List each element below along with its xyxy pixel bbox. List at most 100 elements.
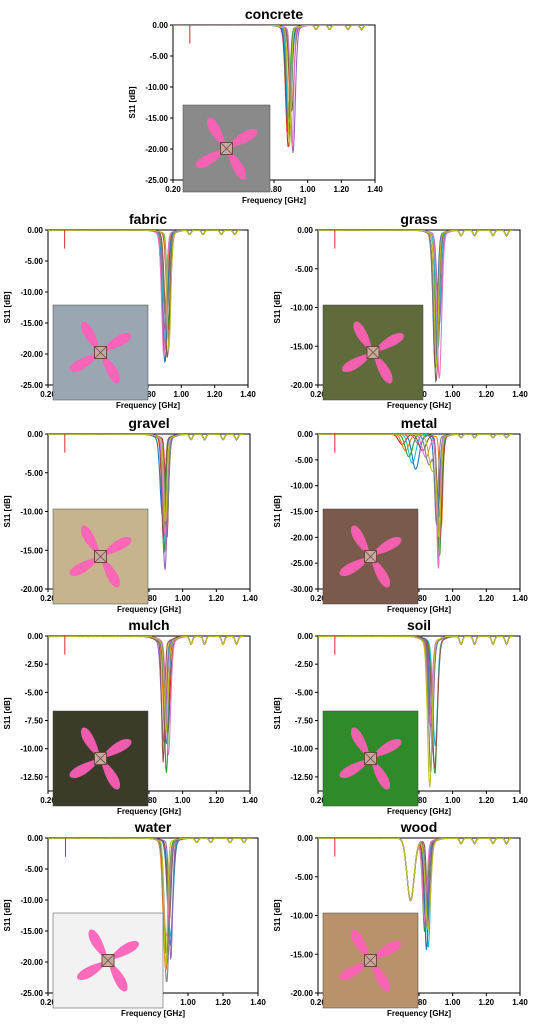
x-tick-label: 1.00 <box>445 998 461 1007</box>
chart-panel-fabric: fabric0.00-5.00-10.00-15.00-20.00-25.000… <box>3 211 256 410</box>
inset-photo <box>52 912 164 1009</box>
x-tick-label: 0.20 <box>310 796 326 805</box>
tag-petal <box>226 148 247 180</box>
series-line <box>48 838 251 970</box>
series-line <box>318 838 514 927</box>
x-tick-label: 0.80 <box>411 998 427 1007</box>
y-tick-label: 0.00 <box>297 430 313 439</box>
series-line <box>173 25 369 116</box>
x-tick-label: 1.40 <box>512 998 528 1007</box>
series-group <box>318 434 514 569</box>
tag-petal <box>100 738 132 759</box>
chip-wire <box>364 550 377 563</box>
x-axis-label: Frequency [GHz] <box>117 807 181 816</box>
chart-title: grass <box>400 211 438 227</box>
series-line <box>173 25 369 113</box>
series-line <box>48 434 244 522</box>
photo-background <box>322 508 419 605</box>
x-tick-label: 1.00 <box>445 594 461 603</box>
y-axis-label: S11 [dB] <box>3 495 12 527</box>
y-tick-label: -10.00 <box>290 912 313 921</box>
tag-petal <box>373 352 393 384</box>
x-tick-label: 1.00 <box>445 796 461 805</box>
inset-photo <box>322 710 419 807</box>
series-line <box>318 636 514 724</box>
tag-petal <box>80 321 101 353</box>
series-line <box>48 838 252 923</box>
chart-title: wood <box>400 819 438 835</box>
series-line <box>48 434 244 517</box>
chart-panel-gravel: gravel0.00-5.00-10.00-15.00-20.000.200.4… <box>3 415 258 614</box>
y-tick-label: -10.00 <box>20 896 43 905</box>
x-tick-label: 1.20 <box>479 998 495 1007</box>
x-tick-label: 1.40 <box>512 390 528 399</box>
y-tick-label: -15.00 <box>20 319 43 328</box>
tag-petal <box>370 758 391 790</box>
series-line <box>48 636 244 733</box>
y-tick-label: -2.50 <box>295 660 314 669</box>
x-tick-label: 1.20 <box>334 185 350 194</box>
inset-photo <box>52 508 149 605</box>
x-tick-label: 0.80 <box>140 390 156 399</box>
x-tick-label: 1.40 <box>240 390 256 399</box>
y-axis-label: S11 [dB] <box>3 291 12 323</box>
y-tick-label: -10.00 <box>290 745 313 754</box>
x-tick-label: 1.00 <box>175 796 191 805</box>
y-tick-label: -12.50 <box>290 773 313 782</box>
x-tick-label: 1.40 <box>367 185 383 194</box>
y-tick-label: -10.00 <box>290 304 313 313</box>
x-tick-label: 0.20 <box>40 594 56 603</box>
tag-petal <box>370 940 402 961</box>
x-tick-label: 1.00 <box>180 998 196 1007</box>
tag-petal <box>370 738 402 759</box>
x-tick-label: 1.00 <box>300 185 316 194</box>
y-axis-label: S11 [dB] <box>273 899 282 931</box>
x-tick-label: 0.80 <box>411 796 427 805</box>
inset-photo <box>52 304 149 401</box>
x-tick-label: 1.40 <box>242 796 258 805</box>
y-tick-label: 0.00 <box>297 226 313 235</box>
y-tick-label: -20.00 <box>290 381 313 390</box>
series-line <box>173 25 369 147</box>
y-tick-label: -15.00 <box>290 950 313 959</box>
tag-petal <box>80 525 101 557</box>
tag-petal <box>69 758 101 779</box>
x-tick-label: 1.40 <box>512 594 528 603</box>
x-tick-label: 1.20 <box>479 594 495 603</box>
tag-petal <box>350 525 371 557</box>
chart-title: fabric <box>129 211 167 227</box>
tag-petal <box>373 332 404 353</box>
chart-panel-grass: grass0.00-5.00-10.00-15.00-20.000.200.40… <box>273 211 528 410</box>
series-line <box>318 636 514 788</box>
tag-petal <box>88 929 108 961</box>
y-axis-label: S11 [dB] <box>3 697 12 729</box>
y-tick-label: -2.50 <box>25 660 44 669</box>
series-group <box>48 838 252 983</box>
x-tick-label: 0.20 <box>310 594 326 603</box>
inset-photo <box>322 912 419 1009</box>
x-tick-label: 1.00 <box>445 390 461 399</box>
x-tick-label: 0.20 <box>310 998 326 1007</box>
series-line <box>318 434 514 518</box>
chart-title: gravel <box>128 415 169 431</box>
x-tick-label: 0.20 <box>165 185 181 194</box>
x-tick-label: 0.80 <box>411 594 427 603</box>
series-line <box>318 838 514 920</box>
y-tick-label: -10.00 <box>20 288 43 297</box>
chip-wire <box>94 550 107 563</box>
series-group <box>48 636 244 773</box>
x-tick-label: 0.20 <box>40 796 56 805</box>
tag-petal <box>206 117 227 149</box>
series-line <box>318 434 514 538</box>
y-tick-label: -20.00 <box>20 350 43 359</box>
inset-photo <box>322 304 424 401</box>
x-tick-label: 1.20 <box>209 796 225 805</box>
y-tick-label: -15.00 <box>290 508 313 517</box>
y-tick-label: -30.00 <box>290 585 313 594</box>
tag-petal <box>100 556 121 588</box>
x-axis-label: Frequency [GHz] <box>387 605 451 614</box>
chart-panel-mulch: mulch 0.00 -2.50 -5.00 -7.50 -10.00 -12.50 0.20… <box>3 617 258 816</box>
y-tick-label: 0.00 <box>27 226 43 235</box>
y-tick-label: -20.00 <box>290 989 313 998</box>
y-tick-label: -5.00 <box>150 52 169 61</box>
